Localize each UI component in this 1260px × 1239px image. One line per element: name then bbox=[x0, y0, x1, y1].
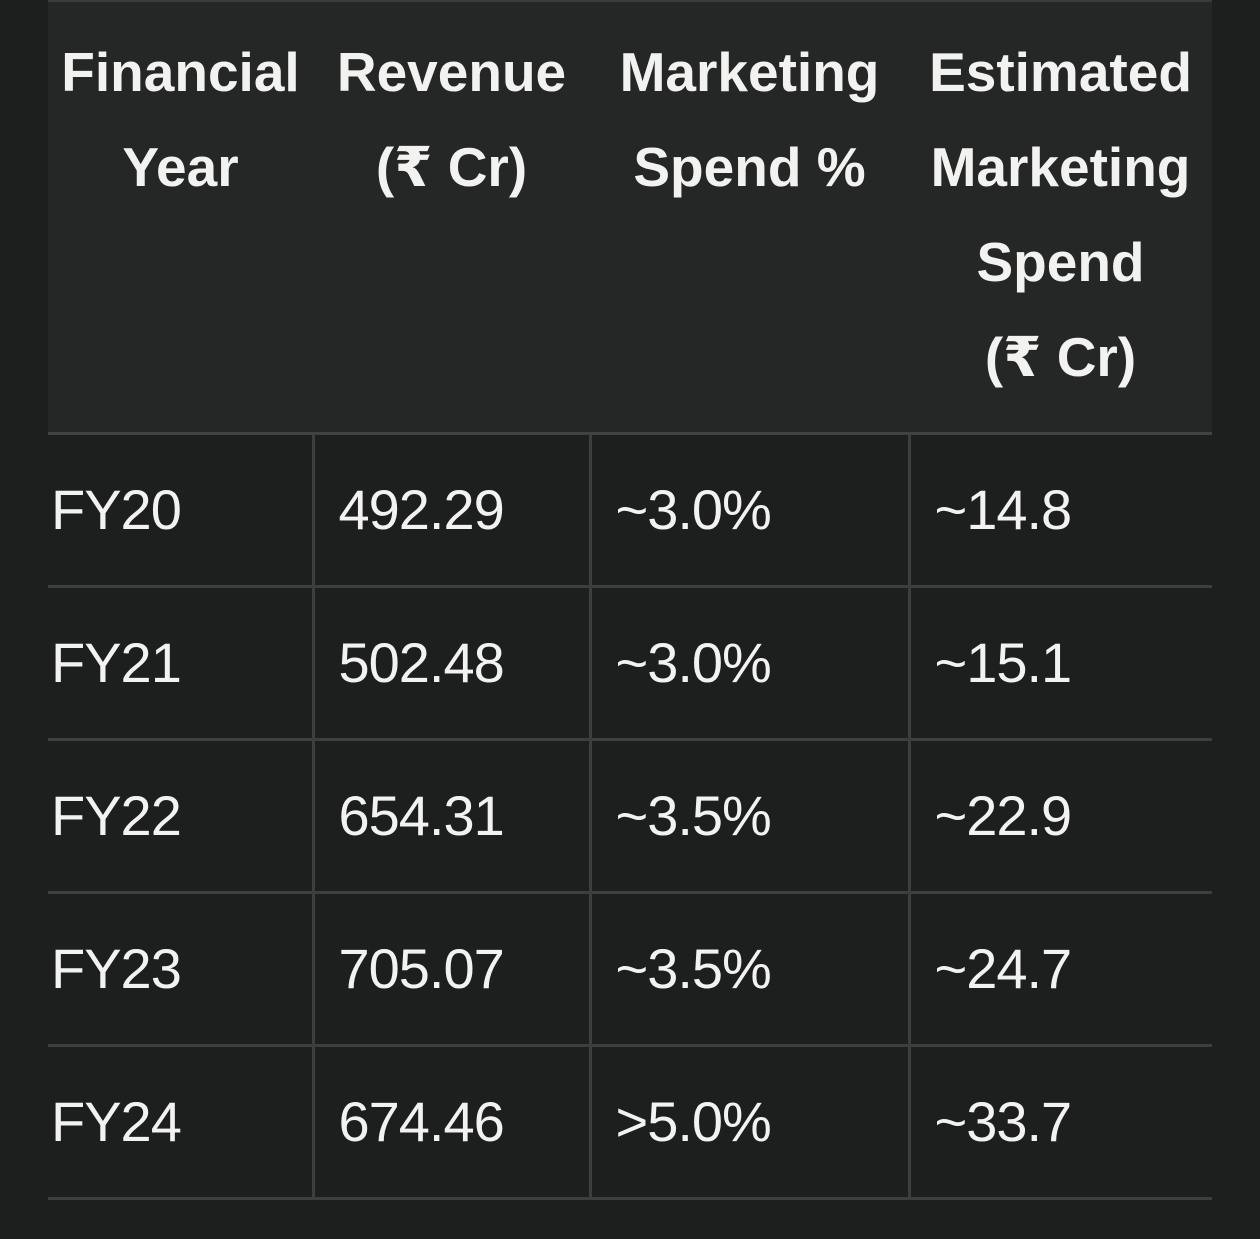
cell-estimated-marketing-spend: ~24.7 bbox=[907, 892, 1212, 1047]
cell-financial-year: FY20 bbox=[48, 433, 313, 588]
cell-revenue: 492.29 bbox=[311, 433, 590, 588]
header-text-line: (₹ Cr) bbox=[375, 136, 528, 198]
header-estimated-marketing-spend: Estimated Marketing Spend (₹ Cr) bbox=[909, 0, 1212, 435]
table-row: FY22 654.31 ~3.5% ~22.9 bbox=[48, 739, 1212, 894]
table-header: Financial Year Revenue (₹ Cr) Marketing … bbox=[48, 0, 1212, 435]
cell-marketing-spend-percent: ~3.0% bbox=[588, 433, 909, 588]
cell-financial-year: FY21 bbox=[48, 586, 313, 741]
cell-financial-year: FY24 bbox=[48, 1045, 313, 1200]
header-financial-year: Financial Year bbox=[48, 0, 313, 435]
cell-revenue: 674.46 bbox=[311, 1045, 590, 1200]
cell-revenue: 654.31 bbox=[311, 739, 590, 894]
header-text-line: Spend % bbox=[633, 136, 866, 198]
cell-revenue: 705.07 bbox=[311, 892, 590, 1047]
header-text-line: Estimated bbox=[929, 41, 1192, 103]
cell-marketing-spend-percent: ~3.5% bbox=[588, 892, 909, 1047]
table-row: FY23 705.07 ~3.5% ~24.7 bbox=[48, 892, 1212, 1047]
marketing-spend-table-container: Financial Year Revenue (₹ Cr) Marketing … bbox=[48, 0, 1212, 1200]
header-text-line: (₹ Cr) bbox=[984, 326, 1137, 388]
marketing-spend-table: Financial Year Revenue (₹ Cr) Marketing … bbox=[48, 0, 1212, 1200]
header-marketing-spend-percent: Marketing Spend % bbox=[590, 0, 909, 435]
cell-financial-year: FY22 bbox=[48, 739, 313, 894]
cell-estimated-marketing-spend: ~14.8 bbox=[907, 433, 1212, 588]
table-body: FY20 492.29 ~3.0% ~14.8 FY21 502.48 ~3.0… bbox=[48, 433, 1212, 1200]
table-row: FY24 674.46 >5.0% ~33.7 bbox=[48, 1045, 1212, 1200]
cell-estimated-marketing-spend: ~15.1 bbox=[907, 586, 1212, 741]
header-text-line: Revenue bbox=[336, 41, 567, 103]
header-text-line: Financial bbox=[61, 41, 300, 103]
header-text-line: Marketing bbox=[930, 136, 1191, 198]
cell-marketing-spend-percent: ~3.0% bbox=[588, 586, 909, 741]
cell-estimated-marketing-spend: ~22.9 bbox=[907, 739, 1212, 894]
table-row: FY20 492.29 ~3.0% ~14.8 bbox=[48, 433, 1212, 588]
table-row: FY21 502.48 ~3.0% ~15.1 bbox=[48, 586, 1212, 741]
cell-marketing-spend-percent: >5.0% bbox=[588, 1045, 909, 1200]
header-text-line: Marketing bbox=[619, 41, 880, 103]
cell-revenue: 502.48 bbox=[311, 586, 590, 741]
cell-marketing-spend-percent: ~3.5% bbox=[588, 739, 909, 894]
header-row: Financial Year Revenue (₹ Cr) Marketing … bbox=[48, 0, 1212, 435]
header-text-line: Spend bbox=[976, 231, 1145, 293]
cell-financial-year: FY23 bbox=[48, 892, 313, 1047]
header-revenue: Revenue (₹ Cr) bbox=[313, 0, 590, 435]
header-text-line: Year bbox=[122, 136, 239, 198]
cell-estimated-marketing-spend: ~33.7 bbox=[907, 1045, 1212, 1200]
